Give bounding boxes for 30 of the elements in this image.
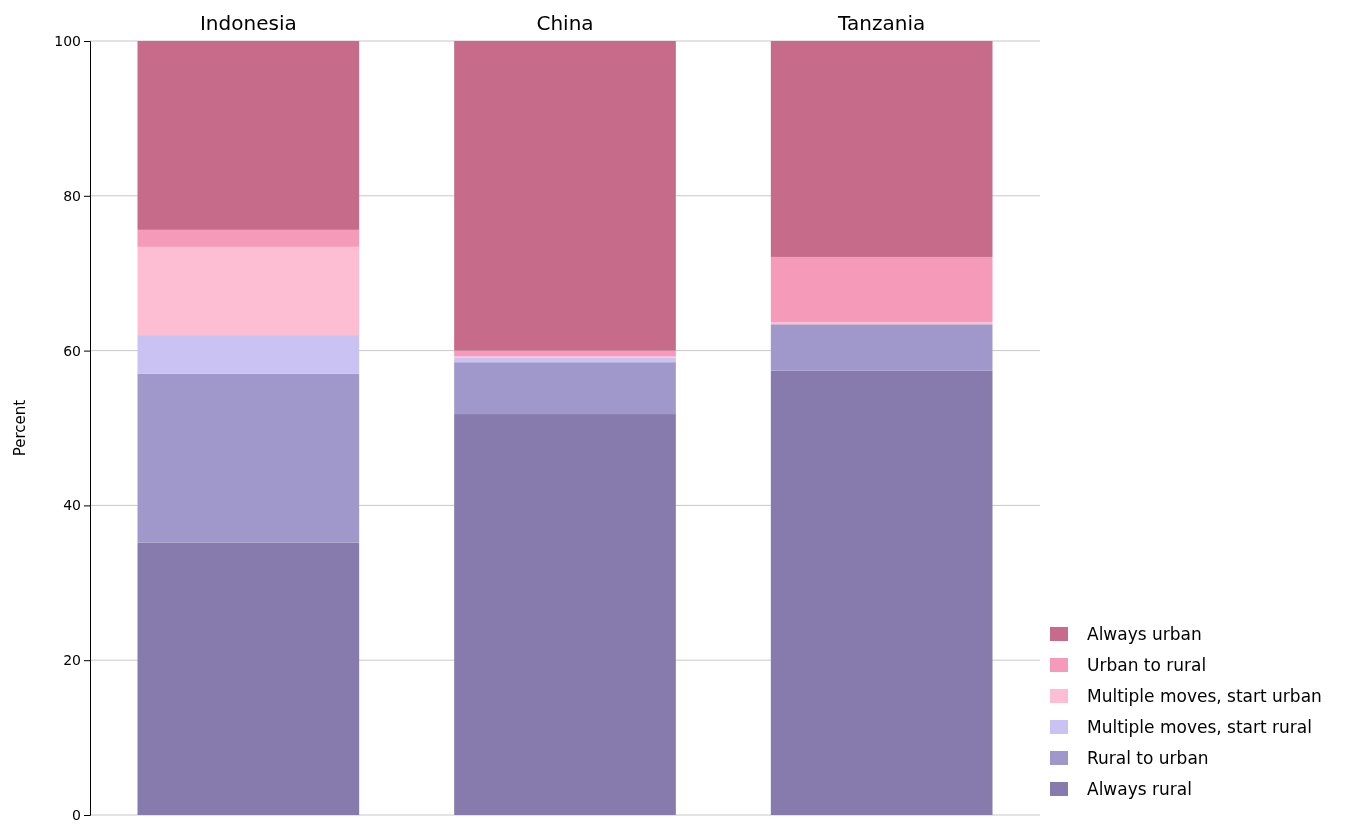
bar [137, 229, 360, 247]
bar [137, 542, 360, 815]
legend-label: Always rural [1087, 779, 1192, 799]
legend-label: Multiple moves, start rural [1087, 717, 1312, 737]
x-tick-label: Indonesia [199, 11, 297, 35]
bar [454, 414, 676, 815]
bar [137, 335, 360, 374]
legend-label: Multiple moves, start urban [1087, 686, 1322, 706]
bar [137, 246, 360, 336]
bar [770, 324, 993, 371]
y-tick-label: 100 [54, 32, 81, 49]
y-tick-label: 60 [63, 342, 81, 359]
bar [137, 373, 360, 543]
legend-label: Always urban [1087, 624, 1202, 644]
x-tick-label: China [536, 11, 594, 35]
bar [770, 256, 993, 322]
bar [454, 362, 676, 415]
legend-label: Rural to urban [1087, 748, 1209, 768]
x-tick-label: Tanzania [837, 11, 926, 35]
y-tick-label: 80 [63, 187, 81, 204]
bar [454, 41, 676, 351]
y-tick-label: 0 [72, 806, 81, 823]
y-tick-label: 40 [63, 497, 81, 514]
bar [770, 370, 993, 815]
bar [137, 41, 360, 230]
bar [454, 350, 676, 357]
legend-label: Urban to rural [1087, 655, 1207, 675]
y-tick-label: 20 [63, 652, 81, 669]
y-axis-title: Percent [11, 399, 29, 457]
bar [770, 41, 993, 257]
